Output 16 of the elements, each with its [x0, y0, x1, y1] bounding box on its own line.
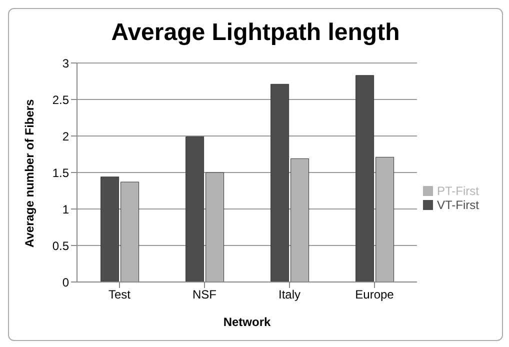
x-tick-label: NSF [192, 288, 216, 302]
legend-label: PT-First [437, 184, 479, 198]
y-tick-label: 1 [62, 202, 70, 216]
y-tick-label: 3 [62, 56, 70, 70]
legend-label: VT-First [437, 198, 479, 212]
x-tick-label: Europe [355, 288, 394, 302]
chart-title: Average Lightpath length [110, 19, 401, 48]
y-tick-label: 2.5 [52, 92, 70, 107]
x-tick-label: Test [108, 288, 132, 302]
y-tick-label: 0 [62, 275, 70, 290]
y-tick-label: 1.5 [52, 166, 70, 180]
x-tick-label: Italy [278, 288, 301, 302]
x-axis-title: Network [223, 315, 271, 329]
y-tick-label: 0.5 [52, 238, 70, 253]
y-tick-label: 2 [62, 129, 70, 144]
y-axis-title: Average number of Fibers [22, 98, 36, 248]
